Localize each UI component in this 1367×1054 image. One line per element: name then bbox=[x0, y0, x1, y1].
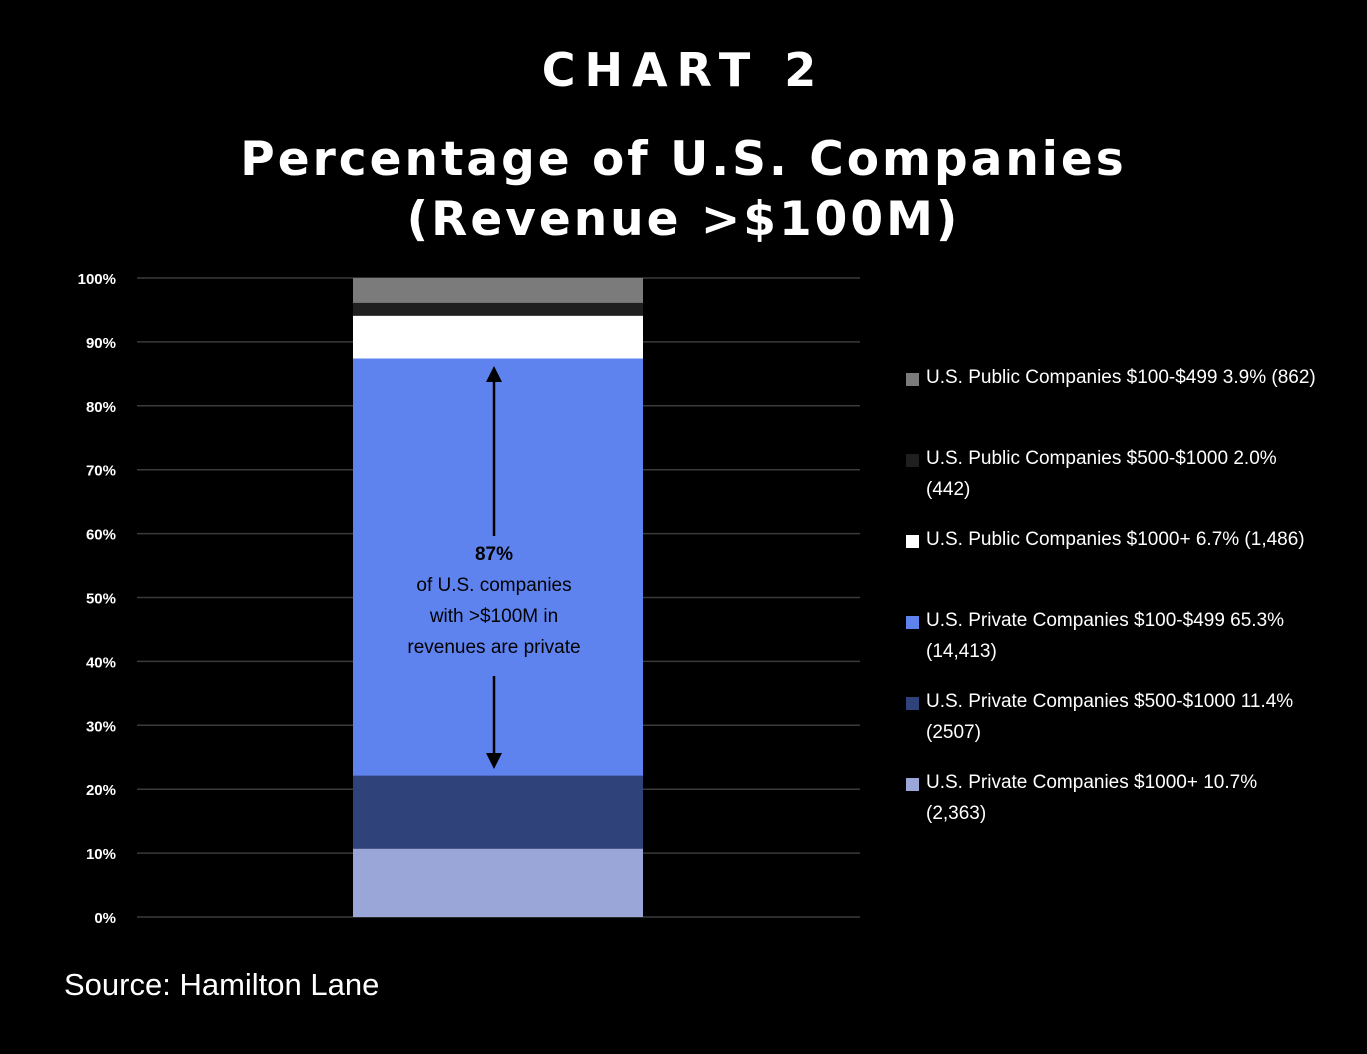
legend-item: U.S. Public Companies $1000+ 6.7% (1,486… bbox=[904, 524, 1324, 605]
y-tick-label: 20% bbox=[86, 782, 116, 799]
source-note: Source: Hamilton Lane bbox=[64, 967, 380, 1002]
y-tick-label: 40% bbox=[86, 654, 116, 671]
stacked-bar-chart: 0% 10% 20% 30% 40% 50% 60% 70% 80% 90% 100% 87% of… bbox=[78, 271, 860, 927]
y-tick-label: 70% bbox=[86, 463, 116, 480]
bar-segment-priv-1000 bbox=[353, 848, 643, 917]
stacked-bar bbox=[353, 278, 643, 917]
bar-segment-pub-1000 bbox=[353, 315, 643, 359]
legend-swatch bbox=[906, 373, 919, 386]
annotation-arrow-up-head bbox=[486, 366, 502, 382]
annotation-line-1: of U.S. companies bbox=[416, 575, 571, 596]
bar-segment-pub-100 bbox=[353, 278, 643, 303]
y-tick-label: 10% bbox=[86, 846, 116, 863]
legend-swatch bbox=[906, 697, 919, 710]
annotation-line-2: with >$100M in bbox=[429, 606, 558, 627]
annotation-value: 87% bbox=[475, 544, 513, 565]
y-tick-label: 90% bbox=[86, 335, 116, 352]
annotation-arrow-down-head bbox=[486, 753, 502, 769]
legend-label: U.S. Public Companies $100-$499 3.9% (86… bbox=[926, 367, 1316, 388]
bar-segment-priv-500 bbox=[353, 775, 643, 849]
legend-swatch bbox=[906, 535, 919, 548]
y-tick-label: 60% bbox=[86, 527, 116, 544]
legend-swatch bbox=[906, 616, 919, 629]
legend: U.S. Public Companies $100-$499 3.9% (86… bbox=[904, 362, 1324, 848]
legend-item: U.S. Private Companies $1000+ 10.7% (2,3… bbox=[904, 767, 1324, 848]
bar-segment-pub-500 bbox=[353, 302, 643, 316]
legend-label: U.S. Public Companies $500-$1000 2.0% (4… bbox=[926, 448, 1277, 500]
legend-label: U.S. Private Companies $100-$499 65.3% (… bbox=[926, 610, 1285, 662]
legend-item: U.S. Private Companies $500-$1000 11.4% … bbox=[904, 686, 1324, 767]
y-tick-label: 80% bbox=[86, 399, 116, 416]
chart-title-line-1: Percentage of U.S. Companies bbox=[240, 132, 1127, 187]
chart-number-label: CHART 2 bbox=[541, 43, 826, 97]
legend-swatch bbox=[906, 454, 919, 467]
legend-label: U.S. Private Companies $500-$1000 11.4% … bbox=[926, 691, 1294, 743]
y-axis-tick-labels: 0% 10% 20% 30% 40% 50% 60% 70% 80% 90% 100% bbox=[78, 271, 116, 927]
legend-item: U.S. Private Companies $100-$499 65.3% (… bbox=[904, 605, 1324, 686]
y-tick-label: 100% bbox=[78, 271, 116, 288]
y-tick-label: 0% bbox=[94, 910, 116, 927]
annotation-line-3: revenues are private bbox=[407, 637, 580, 658]
title-block: CHART 2 Percentage of U.S. Companies (Re… bbox=[0, 40, 1367, 250]
bar-segment-priv-100 bbox=[353, 358, 643, 776]
chart-title-line-2: (Revenue >$100M) bbox=[406, 192, 961, 247]
legend-label: U.S. Private Companies $1000+ 10.7% (2,3… bbox=[926, 772, 1258, 824]
legend-item: U.S. Public Companies $100-$499 3.9% (86… bbox=[904, 362, 1324, 443]
legend-label: U.S. Public Companies $1000+ 6.7% (1,486… bbox=[926, 529, 1305, 550]
y-tick-label: 30% bbox=[86, 718, 116, 735]
private-share-annotation: 87% of U.S. companies with >$100M in rev… bbox=[407, 366, 581, 769]
y-tick-label: 50% bbox=[86, 591, 116, 608]
legend-swatch bbox=[906, 778, 919, 791]
legend-item: U.S. Public Companies $500-$1000 2.0% (4… bbox=[904, 443, 1324, 524]
